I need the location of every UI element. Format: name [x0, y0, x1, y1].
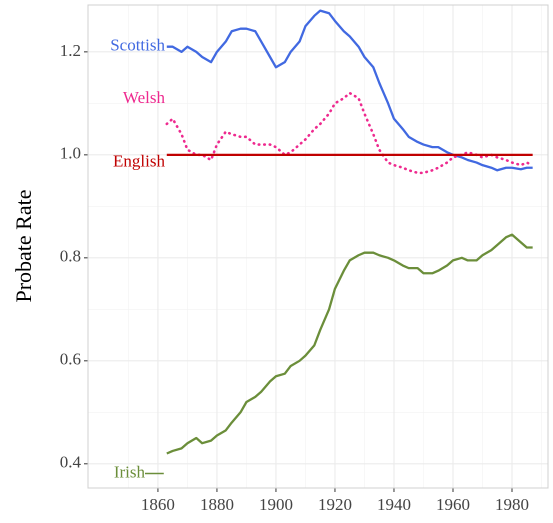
x-tick-label: 1900 — [259, 495, 293, 514]
x-tick-label: 1940 — [377, 495, 411, 514]
y-tick-label: 0.6 — [60, 350, 81, 369]
x-tick-label: 1880 — [200, 495, 234, 514]
x-tick-label: 1920 — [318, 495, 352, 514]
panel-border — [87, 4, 549, 489]
y-tick-label: 1.2 — [60, 41, 81, 60]
series-label: Irish — [114, 462, 146, 481]
series-line — [166, 233, 533, 455]
x-tick-label: 1860 — [141, 495, 175, 514]
series-label: English — [113, 152, 165, 171]
series-line — [166, 9, 533, 172]
x-tick-label: 1980 — [495, 495, 529, 514]
x-tick-label: 1960 — [436, 495, 470, 514]
y-tick-label: 0.8 — [60, 247, 81, 266]
series-line — [165, 91, 534, 175]
y-tick-label: 1.0 — [60, 144, 81, 163]
series-label: Welsh — [123, 88, 166, 107]
series-label: Scottish — [110, 36, 165, 55]
y-tick-label: 0.4 — [60, 453, 82, 472]
y-axis-label: Probate Rate — [11, 189, 36, 302]
